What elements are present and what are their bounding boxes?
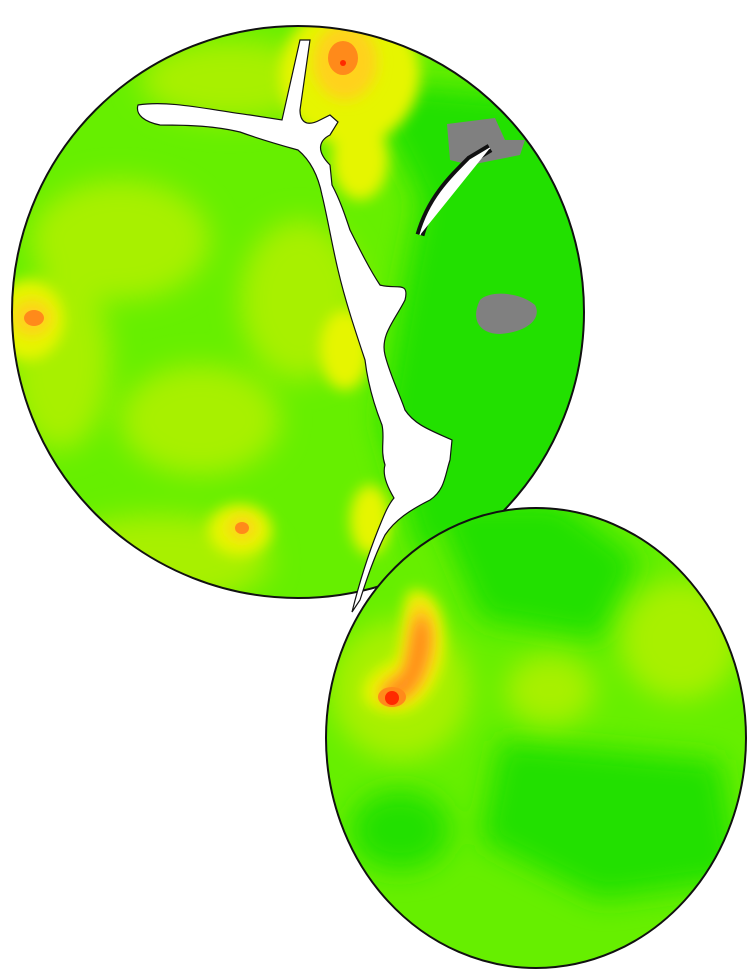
lower-peak-point — [385, 691, 399, 705]
hotspot-zone — [332, 120, 388, 200]
upper-peak-point — [340, 60, 346, 66]
zone — [350, 790, 450, 870]
upper-region — [11, 25, 585, 599]
hotspot-core — [24, 310, 44, 326]
hotspot-core — [328, 41, 358, 75]
lower-region-border — [325, 507, 747, 969]
patch — [30, 180, 210, 300]
river — [136, 39, 493, 613]
patch — [140, 40, 320, 120]
upper-region-border — [11, 25, 585, 599]
river-tributary-inner — [419, 147, 491, 236]
patch — [120, 365, 280, 475]
lower-region — [325, 507, 747, 969]
hotspot-core — [235, 522, 249, 534]
no-data-area-east — [476, 293, 537, 334]
river-channel — [136, 39, 453, 613]
hotspot-zone — [383, 615, 430, 701]
patch — [505, 655, 595, 725]
patch — [620, 580, 740, 700]
zone — [430, 508, 640, 640]
upper-orange-zones — [24, 41, 358, 534]
upper-light-patches — [12, 40, 360, 598]
no-data-area-north — [447, 118, 525, 165]
zone — [480, 740, 740, 900]
lower-green-zones — [350, 508, 740, 900]
